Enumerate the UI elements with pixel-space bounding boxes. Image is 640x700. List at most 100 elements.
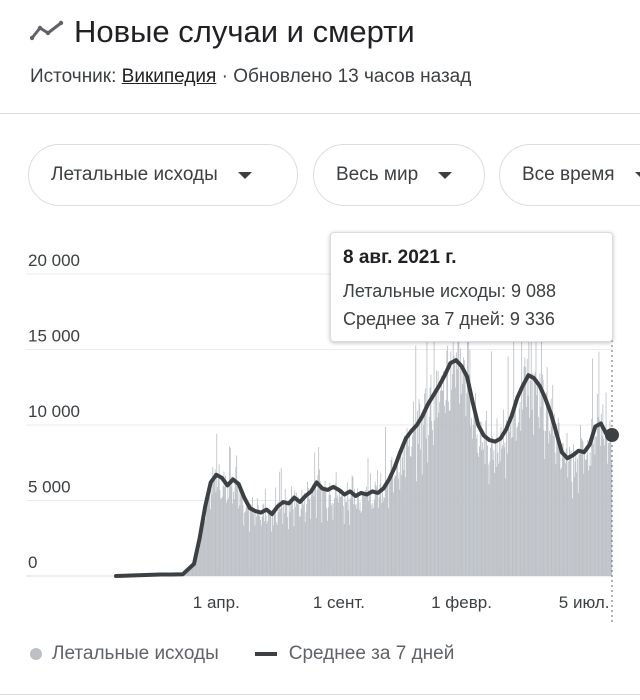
deaths-bar bbox=[208, 485, 210, 576]
tooltip-date: 8 авг. 2021 г. bbox=[343, 247, 457, 268]
deaths-bar bbox=[239, 505, 241, 576]
deaths-bar bbox=[522, 409, 523, 576]
deaths-bar bbox=[444, 413, 446, 576]
deaths-bar bbox=[518, 408, 520, 576]
deaths-bar bbox=[476, 434, 478, 576]
region-dropdown[interactable]: Весь мир bbox=[313, 144, 485, 206]
deaths-bar bbox=[555, 464, 557, 576]
deaths-bar bbox=[321, 522, 323, 576]
source-link[interactable]: Википедия bbox=[121, 66, 217, 87]
deaths-bar bbox=[554, 452, 556, 576]
deaths-bar bbox=[455, 352, 457, 576]
deaths-bar bbox=[213, 472, 215, 576]
deaths-bar bbox=[287, 517, 289, 576]
deaths-bar bbox=[372, 503, 374, 576]
deaths-bar bbox=[527, 395, 529, 576]
deaths-bar bbox=[371, 509, 373, 576]
deaths-bar bbox=[229, 447, 231, 576]
deaths-bar bbox=[471, 418, 472, 576]
deaths-bar bbox=[268, 512, 269, 576]
deaths-bar bbox=[290, 501, 292, 576]
deaths-bar bbox=[401, 475, 402, 576]
deaths-bar bbox=[468, 374, 470, 576]
deaths-bar bbox=[418, 399, 420, 576]
deaths-bar bbox=[222, 486, 224, 576]
deaths-bar bbox=[257, 504, 259, 576]
deaths-bar bbox=[499, 461, 501, 576]
deaths-bar bbox=[214, 469, 216, 576]
bars-legend-label: Летальные исходы bbox=[52, 643, 219, 664]
deaths-chart[interactable]: 1 апр. 1 сент. 1 февр. 5 июл. 0 5 000 10 000 1… bbox=[0, 220, 640, 640]
source-line: Источник: Википедия · Обновлено 13 часов… bbox=[30, 66, 471, 88]
region-dropdown-label: Весь мир bbox=[336, 164, 419, 185]
x-tick-label: 5 июл. bbox=[559, 593, 610, 612]
deaths-bar bbox=[610, 437, 612, 576]
deaths-bar bbox=[608, 442, 610, 576]
deaths-bar bbox=[275, 487, 277, 576]
divider bbox=[0, 694, 640, 695]
deaths-bar bbox=[547, 405, 549, 576]
deaths-bar bbox=[384, 497, 386, 576]
deaths-bar bbox=[311, 492, 313, 576]
deaths-bar bbox=[317, 475, 319, 576]
deaths-bar bbox=[494, 472, 496, 576]
metric-dropdown[interactable]: Летальные исходы bbox=[28, 144, 298, 206]
deaths-bar bbox=[409, 455, 411, 576]
deaths-bar bbox=[577, 493, 579, 576]
deaths-bar bbox=[225, 475, 226, 576]
deaths-bar bbox=[276, 522, 277, 576]
deaths-bar bbox=[201, 525, 203, 576]
deaths-bar bbox=[477, 452, 479, 576]
deaths-bar bbox=[487, 464, 489, 576]
deaths-bar bbox=[581, 439, 583, 576]
bars-legend-swatch bbox=[30, 648, 42, 660]
deaths-bar bbox=[357, 488, 359, 576]
deaths-bar bbox=[501, 448, 503, 576]
deaths-bar bbox=[319, 481, 321, 576]
deaths-bar bbox=[504, 442, 506, 576]
deaths-bar bbox=[360, 512, 362, 576]
deaths-bar bbox=[264, 488, 266, 576]
deaths-bar bbox=[383, 496, 385, 576]
deaths-bar bbox=[393, 492, 394, 576]
deaths-bar bbox=[232, 503, 234, 576]
deaths-bar bbox=[437, 371, 439, 576]
deaths-bar bbox=[264, 521, 265, 576]
deaths-bar bbox=[379, 484, 381, 576]
deaths-bar bbox=[251, 505, 253, 576]
deaths-bar bbox=[303, 492, 305, 576]
deaths-bar bbox=[268, 511, 270, 576]
deaths-bar bbox=[381, 490, 383, 576]
y-tick-label: 15 000 bbox=[28, 327, 80, 346]
deaths-bar bbox=[365, 486, 367, 576]
deaths-bar bbox=[574, 461, 576, 576]
deaths-bar bbox=[548, 443, 550, 576]
deaths-bar bbox=[493, 450, 495, 576]
deaths-bar bbox=[304, 522, 306, 576]
deaths-bar bbox=[343, 523, 345, 576]
deaths-bar bbox=[249, 508, 251, 576]
deaths-bar bbox=[306, 504, 308, 576]
period-dropdown[interactable]: Все время bbox=[499, 144, 640, 206]
deaths-bar bbox=[351, 475, 353, 576]
deaths-bar bbox=[483, 434, 485, 576]
deaths-bar bbox=[198, 549, 200, 576]
deaths-bar bbox=[429, 387, 431, 576]
deaths-bar bbox=[194, 566, 195, 576]
deaths-bar bbox=[576, 472, 578, 576]
deaths-bar bbox=[324, 481, 326, 576]
deaths-bar bbox=[399, 489, 401, 576]
deaths-bar bbox=[291, 497, 293, 576]
deaths-bar bbox=[198, 547, 199, 576]
deaths-bar bbox=[469, 349, 471, 576]
deaths-bar bbox=[193, 565, 195, 576]
deaths-bar bbox=[305, 512, 307, 576]
deaths-bar bbox=[457, 325, 459, 576]
deaths-bar bbox=[224, 486, 226, 576]
deaths-bar bbox=[261, 516, 263, 576]
deaths-bar bbox=[562, 443, 564, 576]
deaths-bar bbox=[433, 318, 435, 576]
deaths-bar bbox=[533, 374, 535, 576]
deaths-bar bbox=[508, 426, 510, 576]
deaths-bar bbox=[203, 517, 205, 576]
